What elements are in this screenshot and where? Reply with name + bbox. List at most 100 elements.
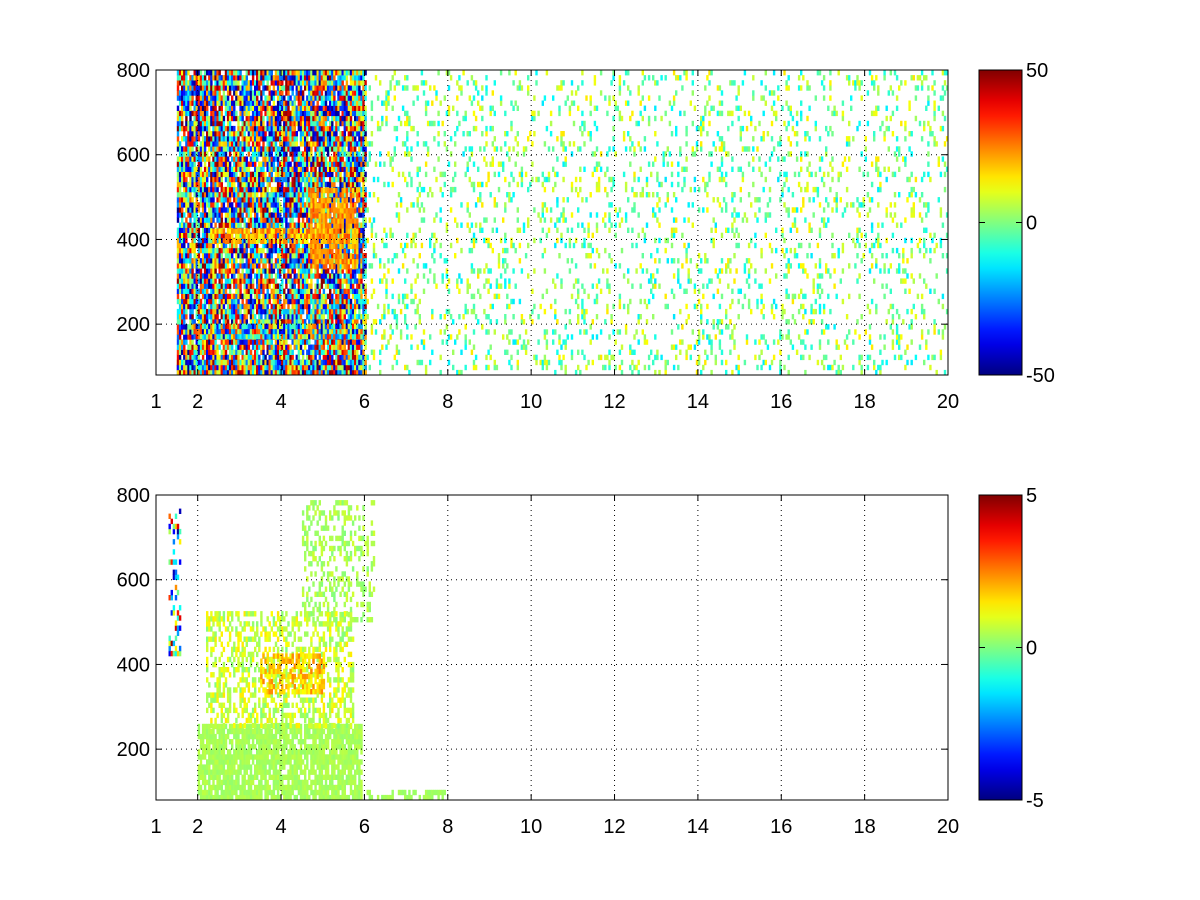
- heatmap-cell: [291, 85, 294, 91]
- heatmap-cell: [254, 171, 257, 178]
- heatmap-cell: [233, 222, 236, 228]
- heatmap-cell: [220, 293, 223, 300]
- heatmap-cell: [254, 202, 257, 208]
- heatmap-cell: [308, 151, 311, 157]
- heatmap-cell: [218, 176, 221, 183]
- heatmap-cell: [241, 131, 244, 137]
- heatmap-cell: [347, 268, 351, 274]
- heatmap-cell: [351, 161, 355, 167]
- heatmap-cell: [345, 176, 349, 183]
- heatmap-cell: [356, 75, 359, 81]
- heatmap-cell: [283, 293, 286, 300]
- heatmap-cell: [358, 344, 361, 350]
- heatmap-cell: [176, 181, 180, 188]
- heatmap-cell: [324, 115, 328, 122]
- heatmap-cell: [195, 120, 198, 127]
- heatmap-cell: [178, 141, 182, 147]
- heatmap-cell: [324, 339, 328, 345]
- heatmap-cell: [331, 161, 334, 167]
- heatmap-cell: [178, 364, 182, 371]
- heatmap-cell: [187, 151, 190, 157]
- heatmap-cell: [224, 70, 228, 76]
- heatmap-cell: [181, 263, 184, 269]
- heatmap-cell: [320, 181, 324, 188]
- heatmap-cell: [312, 70, 315, 76]
- heatmap-cell: [289, 120, 292, 127]
- heatmap-cell: [306, 247, 309, 254]
- heatmap-cell: [301, 75, 305, 81]
- heatmap-cell: [322, 161, 326, 167]
- heatmap-cell: [322, 303, 326, 310]
- heatmap-cell: [189, 115, 192, 122]
- heatmap-cell: [216, 80, 219, 86]
- heatmap-cell: [331, 329, 334, 335]
- heatmap-cell: [218, 151, 221, 157]
- heatmap-cell: [356, 349, 359, 355]
- heatmap-cell: [308, 181, 311, 188]
- heatmap-cell: [312, 136, 315, 142]
- heatmap-cell: [351, 171, 355, 178]
- heatmap-cell: [279, 314, 282, 320]
- heatmap-cell: [203, 369, 207, 376]
- heatmap-cell: [291, 166, 294, 172]
- heatmap-cell: [245, 258, 248, 264]
- heatmap-cell: [216, 90, 219, 96]
- heatmap-cell: [329, 100, 332, 106]
- heatmap-cell: [191, 141, 194, 147]
- heatmap-cell: [301, 110, 305, 117]
- heatmap-cell: [224, 146, 228, 152]
- heatmap-cell: [201, 105, 205, 111]
- heatmap-cell: [351, 80, 355, 86]
- heatmap-cell: [185, 166, 188, 172]
- heatmap-cell: [245, 90, 248, 96]
- heatmap-cell: [324, 120, 328, 127]
- heatmap-cell: [337, 105, 340, 111]
- heatmap-cell: [199, 75, 203, 81]
- heatmap-cell: [262, 85, 265, 91]
- heatmap-cell: [218, 344, 221, 350]
- heatmap-cell: [268, 146, 271, 152]
- heatmap-cell: [185, 156, 188, 162]
- heatmap-cell: [308, 314, 311, 320]
- heatmap-cell: [212, 202, 215, 208]
- heatmap-cell: [329, 283, 332, 289]
- heatmap-cell: [247, 197, 251, 203]
- heatmap-cell: [201, 202, 205, 208]
- heatmap-cell: [304, 263, 307, 269]
- heatmap-cell: [331, 166, 334, 172]
- heatmap-cell: [345, 293, 349, 300]
- heatmap-cell: [345, 319, 349, 325]
- heatmap-cell: [347, 278, 351, 284]
- heatmap-cell: [178, 334, 182, 340]
- heatmap-cell: [291, 151, 294, 157]
- heatmap-cell: [322, 110, 326, 117]
- heatmap-cell: [181, 253, 184, 259]
- heatmap-cell: [287, 131, 290, 137]
- heatmap-cell: [218, 308, 221, 315]
- heatmap-cell: [187, 227, 190, 233]
- heatmap-cell: [193, 278, 196, 284]
- heatmap-cell: [189, 161, 192, 167]
- heatmap-cell: [218, 283, 221, 289]
- heatmap-cell: [287, 298, 290, 305]
- heatmap-cell: [318, 85, 321, 91]
- heatmap-cell: [264, 146, 267, 152]
- heatmap-cell: [289, 186, 292, 193]
- heatmap-cell: [183, 131, 186, 137]
- heatmap-cell: [258, 186, 261, 193]
- heatmap-cell: [201, 293, 205, 300]
- heatmap-cell: [314, 181, 317, 188]
- heatmap-cell: [285, 105, 288, 111]
- heatmap-cell: [218, 253, 221, 259]
- heatmap-cell: [199, 156, 203, 162]
- heatmap-cell: [272, 80, 276, 86]
- heatmap-cell: [281, 166, 284, 172]
- heatmap-cell: [337, 293, 340, 300]
- heatmap-cell: [228, 197, 232, 203]
- heatmap-cell: [310, 136, 313, 142]
- heatmap-cell: [281, 344, 284, 350]
- heatmap-cell: [262, 202, 265, 208]
- heatmap-cell: [210, 105, 213, 111]
- heatmap-cell: [295, 115, 298, 122]
- heatmap-cell: [358, 339, 361, 345]
